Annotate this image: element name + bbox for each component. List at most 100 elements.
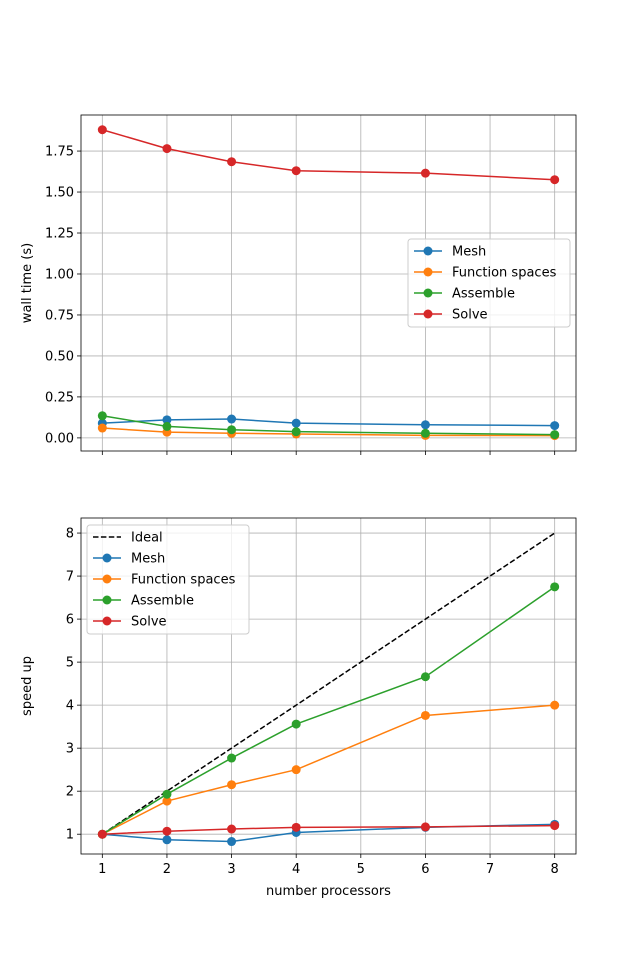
legend-label: Mesh (452, 245, 486, 260)
y-tick-label: 1.50 (45, 186, 74, 201)
x-tick-label: 1 (98, 862, 106, 877)
data-point (420, 168, 430, 178)
data-point (97, 411, 107, 421)
series-solve (97, 125, 560, 185)
data-point (162, 144, 172, 154)
x-tick-label: 4 (292, 862, 300, 877)
legend-marker (102, 595, 112, 605)
legend-label: Function spaces (131, 573, 236, 588)
y-tick-label: 0.75 (45, 308, 74, 323)
series-solve-line (102, 129, 555, 181)
legend-marker (423, 288, 433, 298)
y-tick-label: 8 (66, 527, 74, 542)
y-tick-label: 1.25 (45, 227, 74, 242)
y-axis-label: wall time (s) (20, 243, 35, 323)
data-point (291, 719, 301, 729)
legend-marker (423, 309, 433, 319)
legend: Ideal Mesh Function spaces Assemble Solve (86, 524, 250, 635)
data-point (420, 420, 430, 430)
data-point (420, 428, 430, 438)
x-tick-label: 7 (486, 862, 494, 877)
legend-marker (102, 553, 112, 563)
series-function-spaces (97, 700, 560, 839)
y-tick-label: 0.50 (45, 349, 74, 364)
data-point (162, 421, 172, 431)
axes-frame (80, 517, 577, 855)
data-point (97, 829, 107, 839)
data-point (291, 822, 301, 832)
y-axis-label: speed up (20, 656, 35, 716)
data-point (162, 796, 172, 806)
data-point (420, 822, 430, 832)
speed-up-chart: 1 2 3 4 5 6 7 8 1 2 3 4 5 6 7 8 number processors speed u… (20, 517, 577, 899)
legend-label: Solve (131, 615, 167, 630)
legend-box (407, 238, 571, 328)
data-point (162, 835, 172, 845)
series-ideal-line (101, 532, 556, 835)
x-tick-label: 8 (551, 862, 559, 877)
data-point (291, 427, 301, 437)
y-tick-label: 5 (66, 656, 74, 671)
legend-marker (102, 616, 112, 626)
x-tick-label: 6 (421, 862, 429, 877)
data-point (227, 824, 237, 834)
y-tick-label: 1.00 (45, 267, 74, 282)
y-tick-label: 2 (66, 785, 74, 800)
data-point (227, 837, 237, 847)
data-point (420, 710, 430, 720)
legend-label: Assemble (131, 594, 194, 609)
data-point (162, 789, 172, 799)
data-point (550, 582, 560, 592)
y-tick-label: 0.00 (45, 431, 74, 446)
data-point (291, 418, 301, 428)
series-assemble-line (101, 586, 556, 835)
data-point (550, 421, 560, 431)
data-point (97, 125, 107, 135)
y-tick-label: 4 (66, 699, 74, 714)
axes-frame (80, 114, 577, 452)
legend-label: Function spaces (452, 266, 557, 281)
data-point (227, 414, 237, 424)
x-axis-label: number processors (266, 884, 391, 899)
x-tick-label: 2 (163, 862, 171, 877)
series-assemble (97, 411, 560, 440)
y-tick-label: 6 (66, 613, 74, 628)
data-point (227, 425, 237, 435)
legend-marker (102, 574, 112, 584)
data-point (291, 166, 301, 176)
series-solve-line (102, 824, 555, 835)
x-tick-label: 3 (227, 862, 235, 877)
legend-label: Mesh (131, 552, 165, 567)
data-point (550, 821, 560, 831)
legend-label: Ideal (131, 531, 163, 546)
data-point (550, 700, 560, 710)
data-point (162, 415, 172, 425)
legend-box (86, 524, 250, 635)
data-point (550, 430, 560, 440)
x-tick-label: 5 (357, 862, 365, 877)
series-solve (97, 821, 560, 839)
legend-marker (423, 246, 433, 256)
y-tick-label: 0.25 (45, 390, 74, 405)
data-point (291, 765, 301, 775)
series-function-spaces-line (101, 704, 555, 835)
data-point (550, 175, 560, 185)
data-point (162, 826, 172, 836)
data-point (420, 672, 430, 682)
legend: Mesh Function spaces Assemble Solve (407, 238, 571, 328)
series-ideal (101, 532, 556, 835)
series-mesh-line (102, 418, 555, 427)
series-assemble-line (102, 415, 555, 436)
y-tick-label: 3 (66, 742, 74, 757)
y-tick-label: 1 (66, 828, 74, 843)
data-point (227, 157, 237, 167)
data-point (227, 753, 237, 763)
data-point (227, 780, 237, 790)
y-tick-label: 1.75 (45, 145, 74, 160)
data-point (97, 423, 107, 433)
y-tick-label: 7 (66, 570, 74, 585)
legend-marker (423, 267, 433, 277)
legend-label: Solve (452, 308, 488, 323)
series-function-spaces-line (102, 427, 555, 437)
